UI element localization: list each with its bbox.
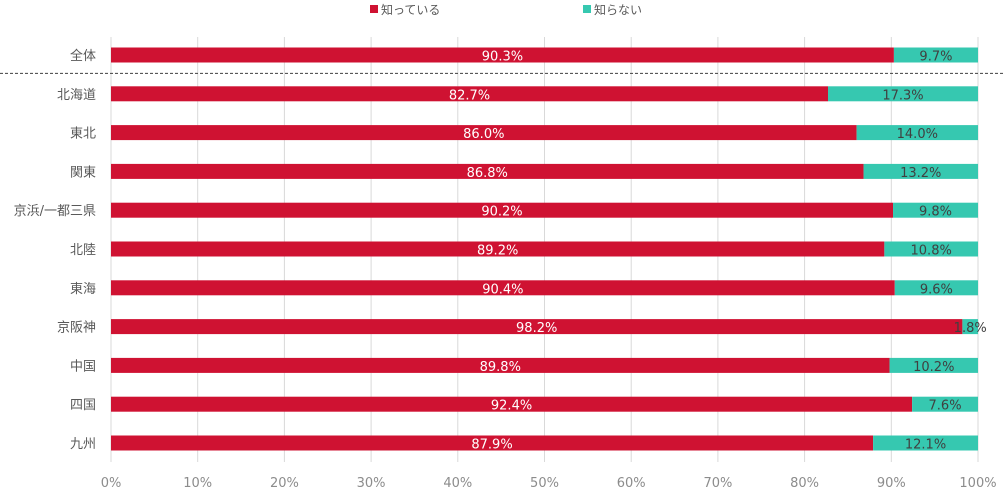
bar-segment-unknown [884,241,978,257]
data-label-known: 89.8% [480,360,521,375]
x-axis-tick-labels: 0% 10% 20% 30% 40% 50% 60% 70% 80% 90% 100% [101,476,997,491]
x-tick-label: 10% [183,476,212,491]
data-label-known: 82.7% [449,88,490,103]
legend-swatch-2 [583,5,591,13]
bar-segment-known [111,319,963,335]
bar-segment-unknown [894,280,978,296]
x-tick-label: 40% [443,476,472,491]
data-label-unknown: 13.2% [900,166,941,181]
bar-segment-unknown [893,202,978,218]
data-label-known: 90.4% [482,282,523,297]
category-label: 京浜/一都三県 [14,204,96,219]
x-tick-label: 20% [270,476,299,491]
bar-segment-unknown [889,357,978,373]
bar-segment-unknown [863,163,978,179]
bar-segment-unknown [962,319,978,335]
data-label-unknown: 10.8% [911,244,952,259]
category-label: 北海道 [57,88,96,103]
data-label-known: 86.8% [467,166,508,181]
data-label-unknown: 9.7% [919,50,952,65]
data-label-known: 92.4% [491,399,532,414]
data-label-unknown: 17.3% [882,88,923,103]
category-label: 京阪神 [57,321,96,336]
category-label: 中国 [70,359,96,374]
bar-segment-unknown [873,435,978,451]
bars: 90.3% 9.7% 82.7% 17.3% 86.0% 14.0% 86.8% 13.2% 9… [111,47,987,453]
x-tick-label: 50% [530,476,559,491]
bar-segment-unknown [828,86,978,102]
data-label-known: 90.3% [482,50,523,65]
x-tick-label: 100% [959,476,996,491]
x-tick-label: 80% [790,476,819,491]
data-label-known: 86.0% [463,127,504,142]
bar-segment-known [111,241,885,257]
x-tick-label: 0% [101,476,122,491]
bar-segment-known [111,125,857,141]
category-label: 九州 [70,437,96,452]
category-label: 東北 [70,126,96,142]
data-label-unknown: 9.8% [919,205,952,220]
x-tick-label: 70% [703,476,732,491]
data-label-unknown: 7.6% [929,399,962,414]
category-label: 全体 [70,48,96,64]
bar-segment-known [111,202,894,218]
data-label-known: 90.2% [481,205,522,220]
bar-segment-unknown [912,396,978,412]
data-label-unknown: 12.1% [905,438,946,453]
bar-segment-known [111,357,890,373]
category-label: 関東 [70,164,96,180]
x-tick-label: 30% [357,476,386,491]
bar-segment-known [111,396,913,412]
bar-segment-known [111,280,895,296]
legend-label-2: 知らない [594,3,642,17]
x-tick-label: 60% [617,476,646,491]
legend-label-1: 知っている [381,3,440,17]
data-label-unknown: 1.8% [954,321,987,336]
data-label-known: 89.2% [477,244,518,259]
category-label: 北陸 [70,242,96,258]
legend-swatch-1 [370,5,378,13]
data-label-known: 87.9% [471,438,512,453]
bar-segment-unknown [856,125,978,141]
category-label: 四国 [70,398,96,413]
legend: 知っている 知らない [370,3,642,17]
data-label-unknown: 10.2% [913,360,954,375]
bar-segment-known [111,86,829,102]
x-tick-label: 90% [877,476,906,491]
bar-segment-known [111,47,894,63]
bar-segment-known [111,435,874,451]
data-label-unknown: 9.6% [920,282,953,297]
data-label-unknown: 14.0% [897,127,938,142]
category-label: 東海 [70,281,96,297]
bar-segment-known [111,163,864,179]
bar-segment-unknown [893,47,978,63]
data-label-known: 98.2% [516,321,557,336]
